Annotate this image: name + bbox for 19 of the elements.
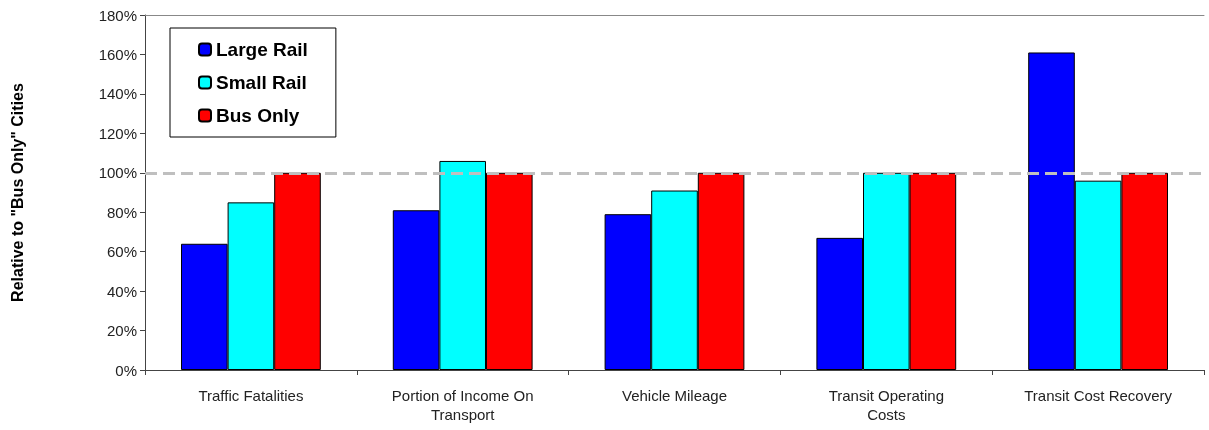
- legend-label: Bus Only: [216, 105, 300, 126]
- legend-label: Small Rail: [216, 72, 307, 93]
- x-tick-label: Traffic Fatalities: [198, 387, 304, 404]
- x-tick-label: Transit Operating Costs: [828, 387, 944, 423]
- y-tick-label: 100%: [98, 164, 137, 182]
- y-tick-label: 120%: [98, 124, 137, 142]
- legend-label: Large Rail: [216, 39, 308, 60]
- y-tick-label: 160%: [98, 45, 137, 63]
- x-tick-label: Portion of Income On Transport: [391, 387, 534, 423]
- y-tick-label: 80%: [106, 203, 137, 221]
- y-tick-label: 180%: [98, 6, 137, 24]
- x-tick-label: Vehicle Mileage: [621, 387, 728, 404]
- y-tick-label: 140%: [98, 85, 137, 103]
- y-tick-label: 20%: [106, 322, 137, 340]
- x-tick-label: Transit Cost Recovery: [1024, 387, 1173, 404]
- y-tick-label: 40%: [106, 282, 137, 300]
- y-tick-label: 60%: [106, 243, 137, 261]
- y-tick-label: 0%: [115, 361, 137, 379]
- y-axis-title: Relative to "Bus Only" Cities: [8, 83, 26, 302]
